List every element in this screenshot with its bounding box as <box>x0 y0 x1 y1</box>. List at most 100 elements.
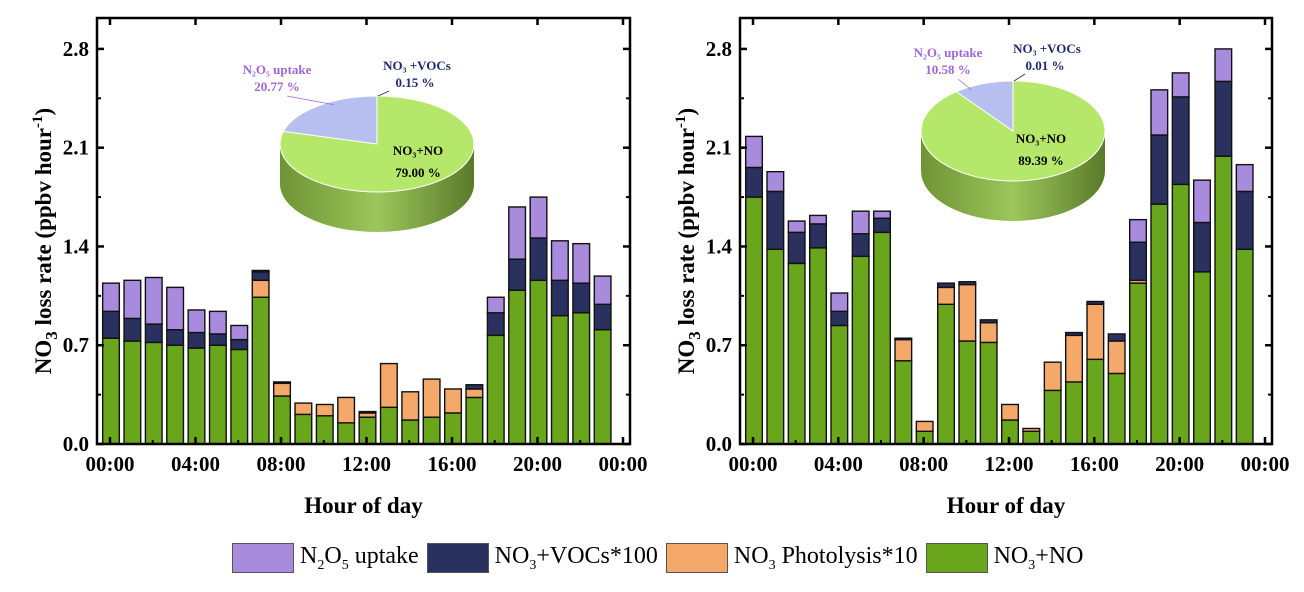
bar-segment-no3-no <box>766 248 785 445</box>
y-tick-label: 2.8 <box>706 37 732 61</box>
pie-label-n2o5: N₂O₅ uptake <box>914 45 983 60</box>
inset-pie-chart: NO₃+NO 79.00 % N₂O₅ uptake 20.77 % NO₃ +VOCs… <box>243 58 475 232</box>
bar-segment-no3-vocs-100 <box>593 303 612 331</box>
pie-leader-vocs <box>1013 73 1026 82</box>
bar-segment-no3-vocs-100 <box>465 384 484 390</box>
bar-segment-no3-vocs-100 <box>508 258 527 291</box>
y-axis-title-sub: 3 <box>685 331 704 340</box>
bar-segment-no3-vocs-100 <box>958 281 977 286</box>
bar-segment-no3-photolysis-10 <box>1000 403 1020 421</box>
x-tick-label: 16:00 <box>1070 452 1119 476</box>
legend-label-no: NO3+NO <box>993 543 1084 573</box>
bar-segment-no3-photolysis-10 <box>915 420 934 433</box>
bar-segment-n2o5-uptake <box>1128 218 1148 243</box>
bar-segment-no3-vocs-100 <box>851 233 870 258</box>
bar-segment-no3-photolysis-10 <box>958 283 977 342</box>
bar-segment-n2o5-uptake <box>144 276 163 325</box>
bar-segment-no3-no <box>1192 271 1212 445</box>
bar-segment-no3-vocs-100 <box>1171 96 1190 186</box>
bar-segment-n2o5-uptake <box>486 296 505 314</box>
bar-segment-no3-photolysis-10 <box>936 286 956 306</box>
bar-segment-no3-no <box>1128 282 1148 445</box>
bar-segment-no3-vocs-100 <box>272 381 292 385</box>
bar-segment-no3-photolysis-10 <box>272 382 292 397</box>
bar-segment-no3-vocs-100 <box>572 282 591 314</box>
chart-panel-1: 0.0 0.7 1.4 2.1 2.8 00:00 04:00 08:00 12:00 16:00… <box>30 16 648 518</box>
bar-segment-no3-no <box>550 314 569 445</box>
bar-segment-no3-vocs-100 <box>1064 331 1084 337</box>
bar-segment-n2o5-uptake <box>1235 163 1254 193</box>
bar-segment-no3-no <box>422 416 441 445</box>
y-axis-title-part: loss rate (ppbv hour <box>31 128 56 331</box>
y-tick-label: 0.7 <box>63 333 89 357</box>
bar-segment-no3-no <box>1235 248 1254 445</box>
legend-label-n2o5: N2O5 uptake <box>300 543 419 573</box>
bar-segment-no3-vocs-100 <box>166 329 185 346</box>
y-axis-title: NO3 loss rate (ppbv hour-1) <box>673 108 704 374</box>
bar-segment-no3-no <box>744 196 764 445</box>
x-tick-label: 16:00 <box>428 452 477 476</box>
legend-item-photolysis: NO3 Photolysis*10 <box>665 543 918 574</box>
bar-segment-n2o5-uptake <box>187 309 206 334</box>
bar-segment-no3-no <box>1064 381 1084 445</box>
legend: N2O5 uptake NO3+VOCs*100 NO3 Photolysis*… <box>232 543 1091 574</box>
bar-segment-no3-vocs-100 <box>187 331 206 349</box>
bar-segment-no3-photolysis-10 <box>401 391 420 421</box>
bar-segment-no3-vocs-100 <box>208 333 227 346</box>
bar-segment-no3-no <box>1086 358 1105 445</box>
bar-segment-no3-vocs-100 <box>872 217 892 234</box>
y-tick-label: 0.0 <box>706 432 732 456</box>
bar-segment-no3-no <box>572 312 591 445</box>
bar-segment-no3-photolysis-10 <box>1107 340 1126 375</box>
bar-segment-n2o5-uptake <box>766 170 785 193</box>
bar-segment-no3-no <box>187 347 206 445</box>
bar-segment-n2o5-uptake <box>101 282 121 313</box>
bar-segment-no3-photolysis-10 <box>337 396 356 424</box>
y-axis-title-part: NO <box>674 340 699 375</box>
bar-segment-no3-no <box>486 334 505 445</box>
legend-swatch-vocs <box>426 543 489 574</box>
bar-segment-no3-photolysis-10 <box>1043 361 1062 392</box>
bar-segment-n2o5-uptake <box>508 206 527 260</box>
bar-segment-n2o5-uptake <box>872 210 892 219</box>
pie-side <box>921 131 1105 221</box>
pie-label-vocs: NO₃ +VOCs <box>383 58 451 73</box>
legend-swatch-no <box>925 543 988 574</box>
bar-segment-no3-no <box>1022 430 1041 445</box>
y-axis-title-sup: -1 <box>30 115 46 128</box>
bar-segment-n2o5-uptake <box>744 135 764 169</box>
bar-segment-no3-vocs-100 <box>936 282 956 289</box>
bar-segment-no3-no <box>251 296 270 445</box>
bar-segment-no3-no <box>1150 203 1169 445</box>
bar-segment-no3-no <box>230 348 249 445</box>
bar-segment-no3-vocs-100 <box>550 279 569 317</box>
bar-segment-no3-photolysis-10 <box>979 321 998 344</box>
pie-value-n2o5: 10.58 % <box>925 62 971 77</box>
x-axis-title: Hour of day <box>947 493 1066 518</box>
y-axis-title-part: ) <box>31 108 56 116</box>
bar-segment-no3-photolysis-10 <box>422 378 441 418</box>
bar-segment-no3-vocs-100 <box>1086 300 1105 306</box>
bar-segment-no3-no <box>958 340 977 445</box>
pie-label-vocs: NO₃ +VOCs <box>1013 41 1081 56</box>
bar-segment-no3-vocs-100 <box>251 271 270 282</box>
bar-segment-no3-vocs-100 <box>1235 190 1254 250</box>
bar-segment-no3-vocs-100 <box>1150 134 1169 205</box>
legend-swatch-n2o5 <box>232 543 294 574</box>
bar-segment-no3-no <box>1043 389 1062 445</box>
bar-segment-no3-vocs-100 <box>766 190 785 250</box>
legend-item-vocs: NO3+VOCs*100 <box>426 543 658 574</box>
bar-segment-n2o5-uptake <box>123 279 142 320</box>
bar-segment-no3-no <box>979 341 998 445</box>
bar-segment-no3-vocs-100 <box>529 237 548 282</box>
x-tick-label: 20:00 <box>513 452 562 476</box>
bar-segment-no3-photolysis-10 <box>1064 334 1084 383</box>
bar-segment-no3-no <box>166 344 185 445</box>
bar-segment-no3-no <box>294 413 313 445</box>
bar-segment-no3-vocs-100 <box>358 410 377 414</box>
pie-leader-n2o5 <box>286 95 334 106</box>
x-tick-label: 08:00 <box>899 452 948 476</box>
pie-value-no3-no: 89.39 % <box>1018 153 1064 168</box>
bar-segment-no3-no <box>808 247 828 445</box>
